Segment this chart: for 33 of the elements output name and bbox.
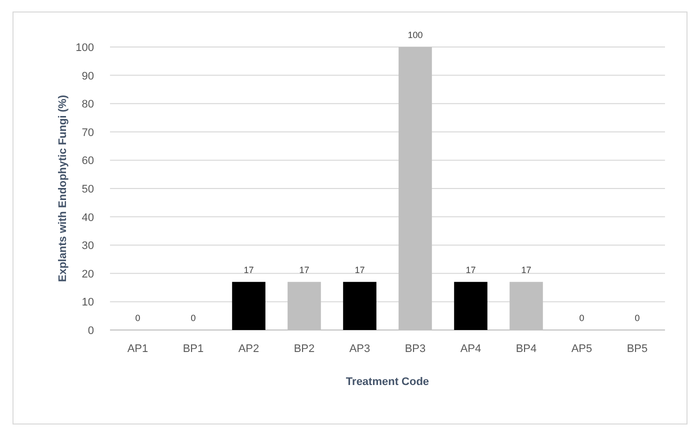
data-label: 0 xyxy=(135,313,140,323)
x-tick-label: AP2 xyxy=(238,343,260,355)
y-tick-label: 90 xyxy=(82,70,94,82)
x-tick-label: BP2 xyxy=(294,343,315,355)
y-tick-label: 70 xyxy=(82,126,94,139)
x-tick-label: BP1 xyxy=(182,343,204,355)
data-label: 17 xyxy=(244,264,254,275)
x-tick-label: AP3 xyxy=(349,343,370,355)
data-label: 17 xyxy=(354,264,365,275)
y-tick-label: 50 xyxy=(82,184,94,196)
x-tick-label: BP3 xyxy=(404,343,426,355)
y-axis-title: Explants with Endophytic Fungi (%) xyxy=(57,94,69,282)
y-tick-label: 100 xyxy=(76,42,94,54)
y-tick-label: 20 xyxy=(82,268,94,280)
x-tick-label: AP1 xyxy=(127,343,148,355)
x-tick-label: BP5 xyxy=(626,343,648,355)
y-tick-label: 10 xyxy=(82,296,94,309)
y-tick-label: 80 xyxy=(82,98,94,111)
data-label: 17 xyxy=(521,264,532,275)
y-tick-label: 30 xyxy=(82,240,94,252)
x-tick-label: BP4 xyxy=(516,343,537,355)
data-label: 17 xyxy=(466,264,476,275)
y-tick-label: 60 xyxy=(82,155,94,168)
x-axis-title: Treatment Code xyxy=(346,376,430,388)
data-label: 0 xyxy=(579,313,584,323)
data-label: 0 xyxy=(634,313,640,323)
y-tick-label: 40 xyxy=(82,212,94,224)
data-label: 17 xyxy=(299,264,310,275)
data-label: 100 xyxy=(408,30,423,40)
x-tick-label: AP5 xyxy=(571,343,592,355)
data-label: 0 xyxy=(190,313,196,323)
x-tick-label: AP4 xyxy=(460,343,482,355)
y-tick-label: 0 xyxy=(88,325,94,337)
